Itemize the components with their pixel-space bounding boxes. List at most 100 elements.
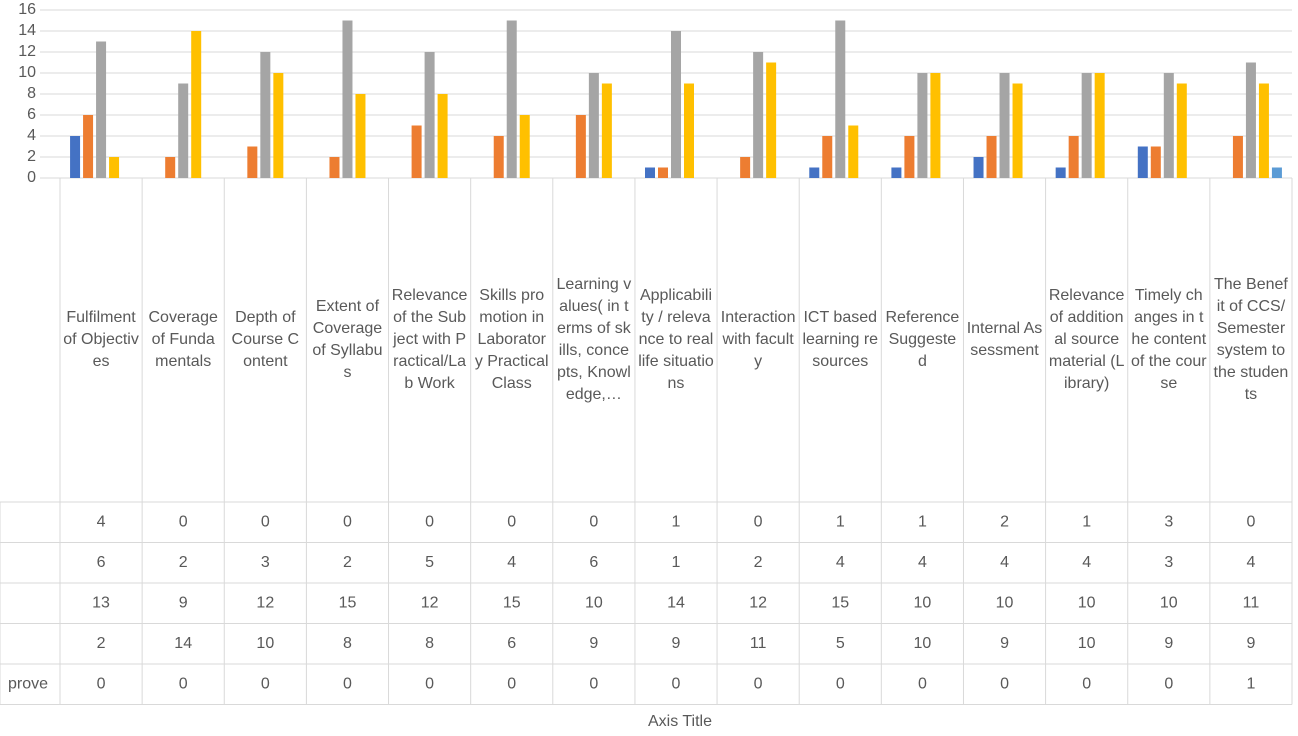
x-tick-label: Coverage of Fundamentals [148,309,218,370]
table-value: 10 [1078,635,1096,652]
table-value: 0 [754,513,763,530]
table-value: 2 [754,554,763,571]
table-value: 0 [343,675,352,692]
table-value: 6 [507,635,516,652]
table-value: 0 [1164,675,1173,692]
table-value: 2 [97,635,106,652]
bar [96,41,107,178]
table-value: 1 [836,513,845,530]
table-value: 4 [507,554,516,571]
x-tick-label: Interaction with faculty [720,309,796,370]
bar [1012,83,1023,178]
table-value: 11 [1243,594,1260,611]
table-value: 0 [1082,675,1091,692]
y-tick-label: 4 [27,127,36,144]
x-tick-label: ICT based learning resources [802,309,879,370]
bar [575,115,586,178]
table-value: 2 [343,554,352,571]
table-value: 14 [667,594,685,611]
table-value: 13 [92,594,110,611]
bar [273,73,284,178]
bar [109,157,120,178]
bar [658,167,668,178]
bar [83,115,94,178]
table-value: 4 [1246,554,1255,571]
table-value: 4 [836,554,845,571]
table-value: 0 [425,513,434,530]
table-value: 15 [831,594,849,611]
table-value: 10 [914,594,932,611]
bar [178,83,189,178]
table-value: 0 [1246,513,1255,530]
x-tick-label: Relevance of the Subject with Practical/… [391,287,468,392]
x-tick-label: Timely changes in the content of the cou… [1130,287,1207,392]
table-value: 9 [1246,635,1255,652]
bar [70,136,81,178]
bar [645,167,655,178]
bar [1258,83,1269,178]
bar [247,146,258,178]
y-tick-label: 16 [18,1,36,18]
bar [1094,73,1105,178]
table-value: 0 [589,675,598,692]
table-value: 10 [996,594,1014,611]
x-tick-label: Learning values( in terms of skills, con… [556,276,632,403]
table-value: 0 [425,675,434,692]
bar [260,52,271,178]
x-tick-label: Internal Assessment [966,320,1043,359]
table-value: 0 [261,513,270,530]
table-value: 0 [179,513,188,530]
bar [1232,136,1243,178]
table-value: 0 [179,675,188,692]
bar [891,167,902,178]
table-value: 1 [918,513,927,530]
bar [809,167,820,178]
table-value: 0 [918,675,927,692]
x-tick-label: The Benefit of CCS/ Semester system to t… [1213,276,1289,403]
bar [822,136,833,178]
bar [766,62,777,178]
table-value: 1 [1246,675,1255,692]
y-tick-label: 8 [27,85,36,102]
table-value: 0 [343,513,352,530]
bar [519,115,530,178]
y-tick-label: 6 [27,106,36,123]
table-value: 12 [749,594,767,611]
x-tick-label: Depth of Course Content [231,309,300,370]
table-value: 4 [1000,554,1009,571]
y-tick-label: 14 [18,22,36,39]
table-value: 1 [1082,513,1091,530]
table-value: 0 [754,675,763,692]
table-value: 8 [425,635,434,652]
table-value: 5 [425,554,434,571]
table-value: 9 [1000,635,1009,652]
table-value: 9 [589,635,598,652]
bar [1245,62,1256,178]
bar [904,136,915,178]
table-value: 4 [1082,554,1091,571]
bar [342,20,353,178]
x-tick-label: Reference Suggested [885,309,960,370]
table-value: 4 [918,554,927,571]
table-value: 2 [1000,513,1009,530]
table-value: 9 [672,635,681,652]
table-value: 9 [1164,635,1173,652]
bar [191,31,202,178]
table-value: 3 [261,554,270,571]
table-value: 3 [1164,513,1173,530]
bar [437,94,448,178]
bar [973,157,984,178]
bar [601,83,612,178]
bar [1068,136,1079,178]
bar [917,73,928,178]
bar [986,136,997,178]
bar [165,157,176,178]
table-value: 10 [1078,594,1096,611]
bar [753,52,764,178]
y-tick-label: 10 [18,64,36,81]
bar [1137,146,1148,178]
table-value: 2 [179,554,188,571]
table-value: 12 [421,594,439,611]
